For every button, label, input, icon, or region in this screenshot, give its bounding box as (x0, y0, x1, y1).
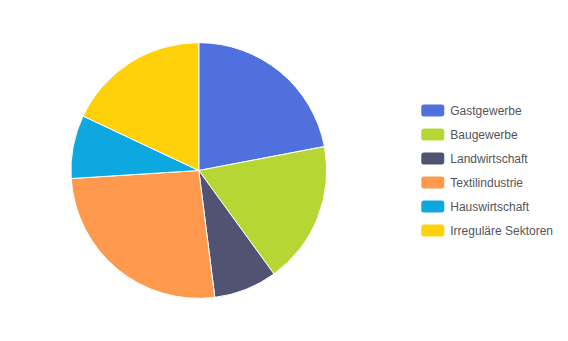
svg-text:Baugewerbe: Baugewerbe (450, 128, 518, 142)
svg-text:Textilindustrie: Textilindustrie (450, 176, 523, 190)
svg-text:Landwirtschaft: Landwirtschaft (450, 152, 528, 166)
svg-text:Gastgewerbe: Gastgewerbe (450, 104, 522, 118)
svg-text:Irreguläre Sektoren: Irreguläre Sektoren (450, 224, 553, 238)
svg-text:Hauswirtschaft: Hauswirtschaft (450, 200, 529, 214)
